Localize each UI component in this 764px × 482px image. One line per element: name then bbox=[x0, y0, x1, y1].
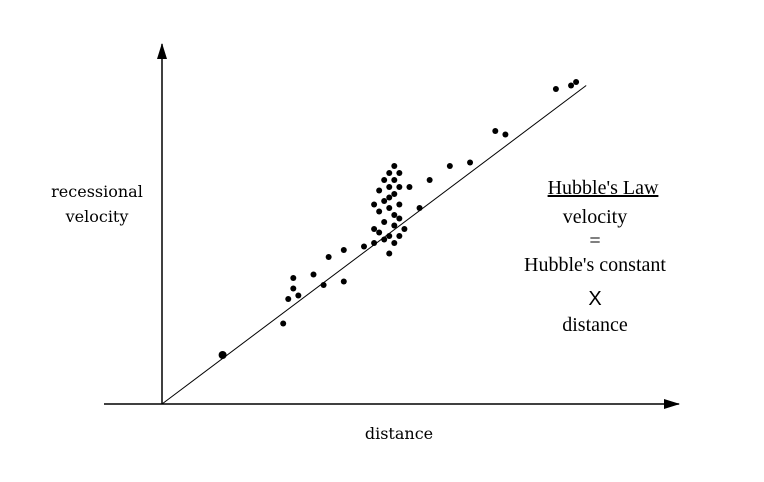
data-point bbox=[218, 351, 227, 359]
data-point bbox=[361, 243, 367, 250]
data-point bbox=[310, 271, 317, 278]
data-point bbox=[552, 86, 559, 92]
data-point bbox=[290, 275, 297, 281]
hubbles-law-annotation: Hubble's Law velocity = Hubble's constan… bbox=[524, 177, 666, 336]
data-point bbox=[391, 191, 398, 197]
data-point bbox=[386, 194, 393, 201]
y-axis-label-line-1: recessional bbox=[51, 182, 143, 201]
data-point bbox=[492, 128, 499, 134]
annotation-line-times: X bbox=[588, 288, 601, 310]
data-point bbox=[290, 285, 297, 292]
data-point bbox=[381, 198, 388, 204]
data-point bbox=[396, 170, 403, 176]
data-point bbox=[376, 187, 383, 194]
data-point bbox=[381, 219, 388, 225]
data-point bbox=[467, 159, 474, 166]
data-point bbox=[391, 177, 398, 183]
data-point bbox=[568, 82, 575, 89]
annotation-line-distance: distance bbox=[562, 314, 628, 336]
data-point bbox=[320, 282, 327, 288]
data-point bbox=[446, 163, 453, 169]
data-point bbox=[401, 226, 408, 232]
data-point bbox=[391, 163, 398, 169]
data-point bbox=[340, 278, 347, 285]
data-point bbox=[386, 250, 393, 257]
data-point bbox=[376, 229, 383, 236]
data-point bbox=[381, 177, 388, 183]
data-point bbox=[371, 201, 378, 208]
data-point bbox=[396, 215, 403, 222]
annotation-line-equals: = bbox=[589, 230, 600, 252]
data-point bbox=[391, 240, 398, 246]
annotation-line-velocity: velocity bbox=[563, 206, 627, 228]
data-point bbox=[406, 184, 413, 190]
data-point bbox=[386, 205, 393, 211]
annotation-title: Hubble's Law bbox=[548, 177, 659, 199]
y-axis-label-line-2: velocity bbox=[65, 207, 129, 226]
data-point bbox=[325, 254, 332, 260]
data-point bbox=[396, 184, 403, 190]
x-axis-label: distance bbox=[365, 424, 433, 443]
data-point bbox=[340, 247, 347, 253]
data-point bbox=[386, 184, 393, 190]
data-point bbox=[396, 201, 403, 208]
data-point bbox=[381, 236, 388, 243]
data-point bbox=[386, 170, 393, 176]
data-point bbox=[426, 177, 433, 183]
data-point bbox=[502, 131, 509, 138]
data-point bbox=[376, 208, 383, 215]
data-points bbox=[218, 79, 580, 359]
data-point bbox=[280, 320, 287, 327]
annotation-line-constant: Hubble's constant bbox=[524, 254, 666, 276]
data-point bbox=[371, 240, 378, 246]
data-point bbox=[391, 222, 398, 229]
data-point bbox=[391, 212, 398, 218]
data-point bbox=[416, 205, 423, 211]
data-point bbox=[573, 79, 580, 85]
data-point bbox=[386, 233, 393, 239]
data-point bbox=[295, 292, 302, 299]
data-point bbox=[371, 226, 378, 232]
data-point bbox=[285, 296, 292, 302]
data-point bbox=[396, 233, 403, 239]
